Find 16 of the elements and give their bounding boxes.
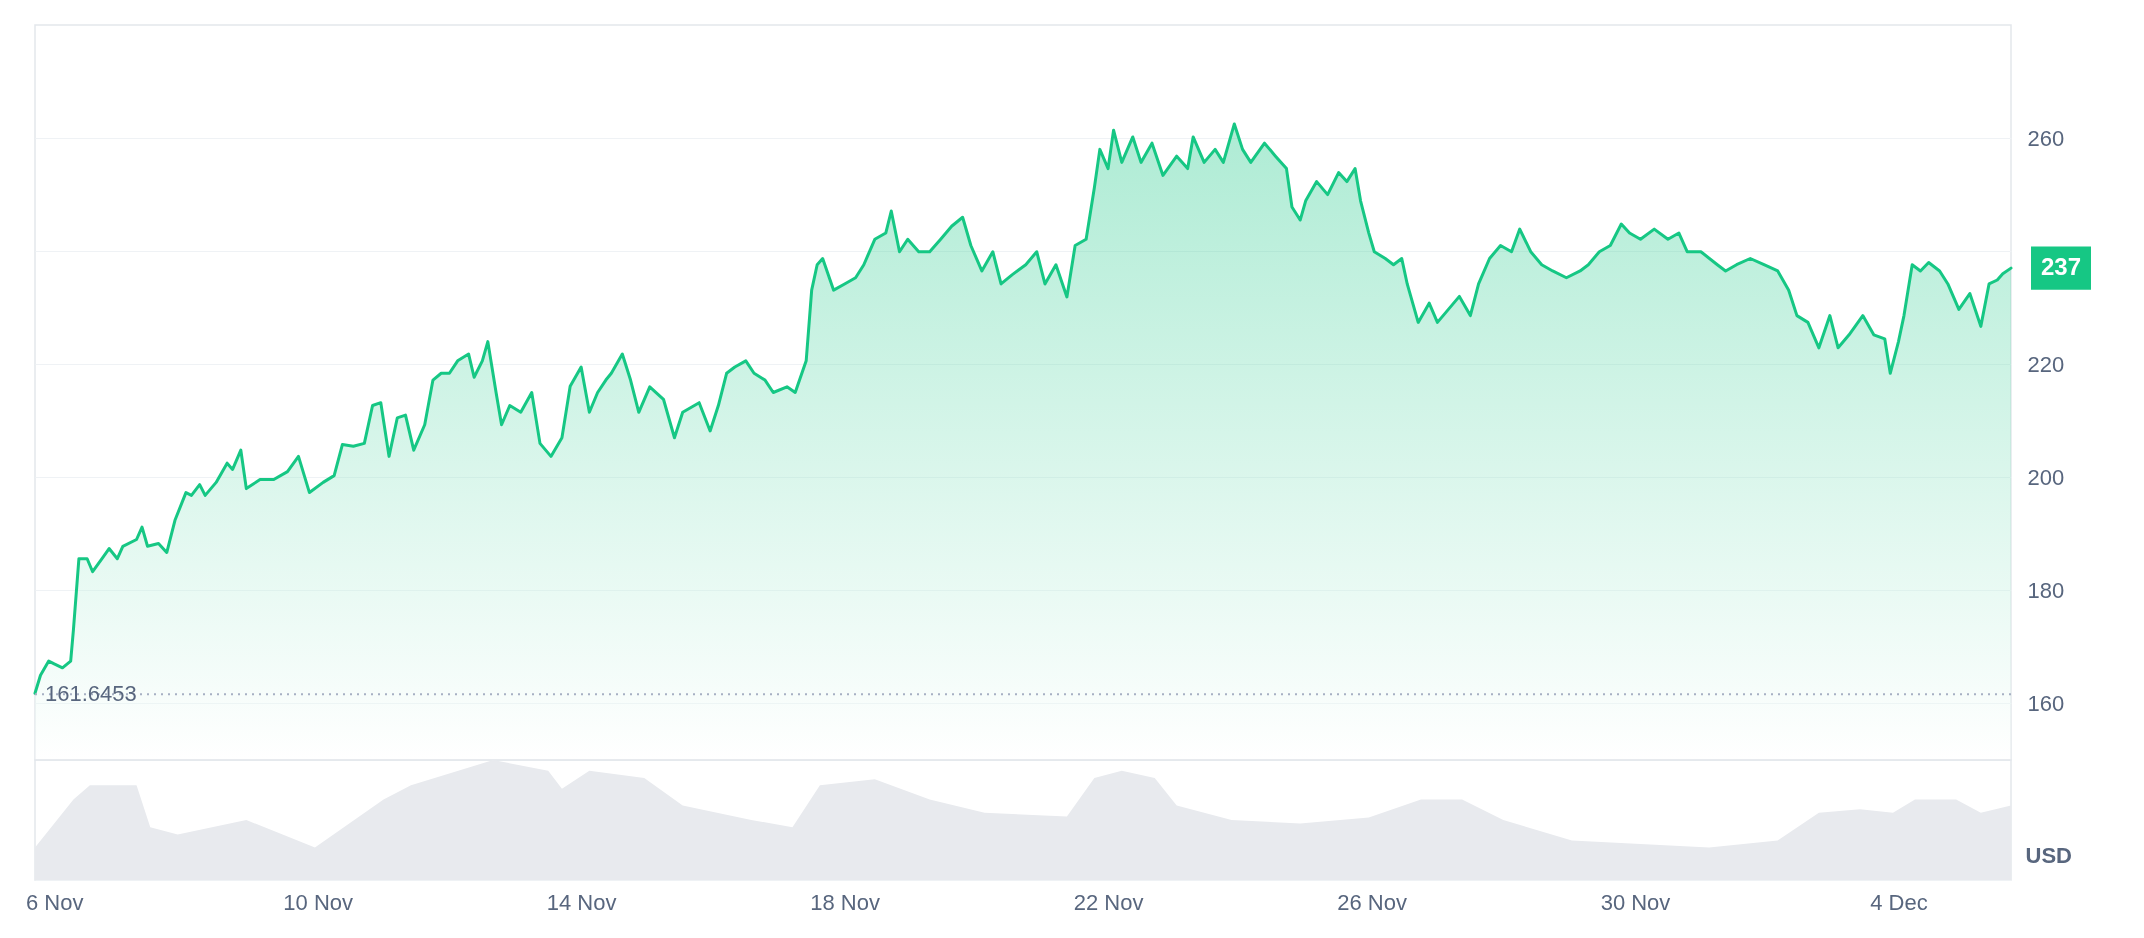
- y-axis-title: USD: [2025, 842, 2072, 868]
- x-tick-label: 4 Dec: [1870, 889, 1928, 915]
- x-tick-label: 6 Nov: [25, 889, 84, 915]
- ref-line-label: 161.6453: [45, 681, 137, 707]
- y-tick-label: 180: [2027, 577, 2065, 603]
- y-tick-label: 260: [2027, 125, 2065, 151]
- x-tick-label: 14 Nov: [546, 889, 617, 915]
- y-tick-label: 220: [2027, 351, 2065, 377]
- x-tick-label: 10 Nov: [283, 889, 354, 915]
- x-tick-label: 18 Nov: [810, 889, 880, 915]
- x-tick-label: 26 Nov: [1337, 889, 1407, 915]
- y-tick-label: 200: [2027, 464, 2065, 490]
- annotation: 237: [2040, 253, 2082, 281]
- y-tick-label: 160: [2027, 690, 2065, 716]
- x-tick-label: 22 Nov: [1073, 889, 1144, 915]
- x-tick-label: 30 Nov: [1600, 889, 1671, 915]
